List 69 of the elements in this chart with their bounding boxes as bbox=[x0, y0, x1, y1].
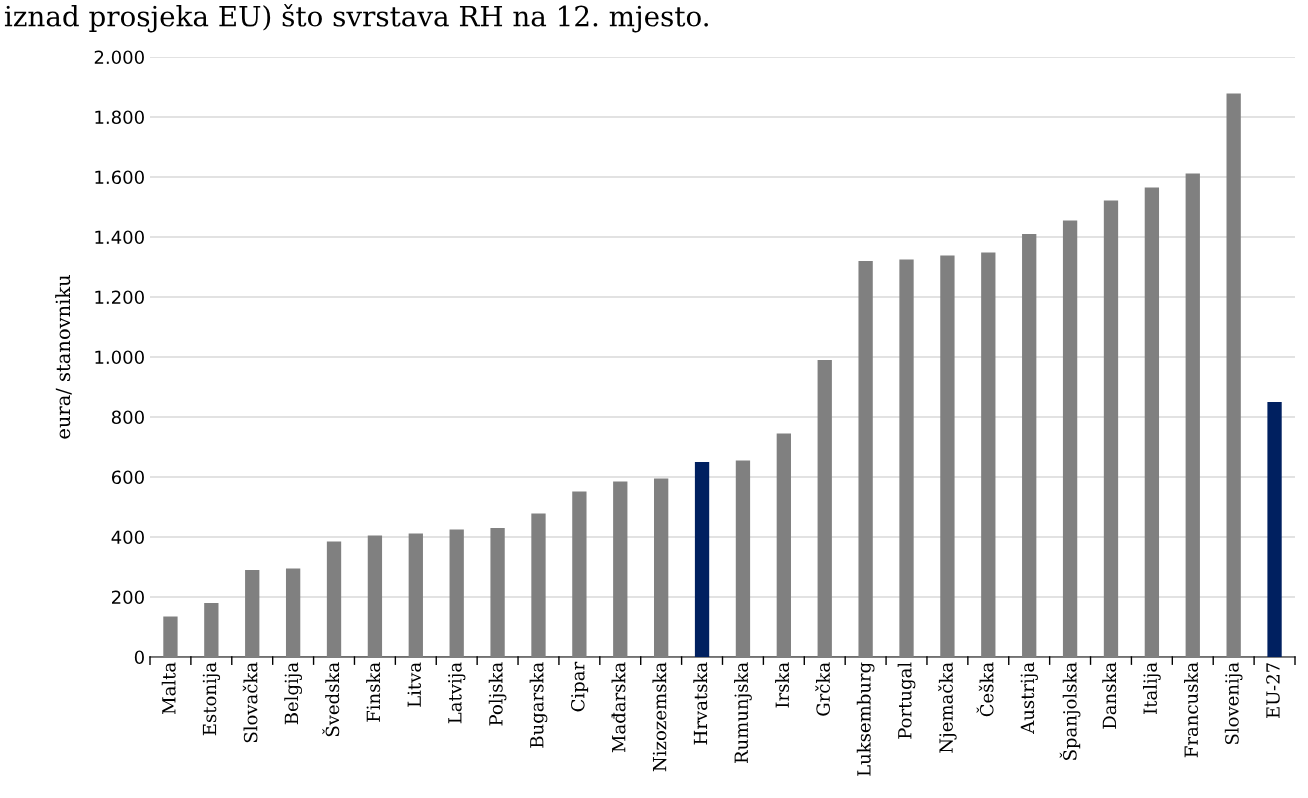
x-tick-label: Francuska bbox=[1184, 662, 1199, 758]
x-tick-label: Njemačka bbox=[938, 662, 957, 753]
x-tick-label: Portugal bbox=[897, 662, 916, 739]
bar bbox=[776, 433, 791, 657]
bar bbox=[1144, 187, 1160, 657]
bar bbox=[1226, 93, 1241, 657]
bar bbox=[981, 252, 996, 657]
y-tick-label: 1.000 bbox=[95, 350, 144, 365]
bar bbox=[1185, 173, 1200, 657]
bar bbox=[735, 460, 751, 657]
bar bbox=[613, 481, 628, 657]
bar bbox=[1103, 200, 1119, 657]
y-tick-label: 1.600 bbox=[95, 170, 144, 185]
bar bbox=[163, 616, 178, 657]
bar bbox=[449, 529, 464, 657]
y-tick-label: 200 bbox=[112, 590, 144, 605]
y-axis-title: eura/ stanovniku bbox=[55, 275, 72, 439]
bar bbox=[1022, 234, 1037, 657]
bar bbox=[408, 533, 423, 657]
x-tick-label: Slovačka bbox=[242, 662, 258, 743]
y-tick-label: 1.800 bbox=[95, 110, 144, 125]
bar bbox=[1267, 402, 1282, 657]
x-tick-label: Španjolska bbox=[1059, 662, 1081, 760]
bar bbox=[245, 570, 260, 657]
bar bbox=[204, 603, 219, 657]
x-tick-label: Belgija bbox=[284, 662, 302, 725]
bar bbox=[285, 568, 301, 657]
x-tick-label: Irska bbox=[775, 662, 790, 708]
x-tick-label: Mađarska bbox=[611, 662, 626, 753]
y-tick-label: 800 bbox=[111, 410, 144, 425]
text: iznad prosjeka EU) što svrstava RH na 12. mjesto. bbox=[4, 3, 708, 33]
bar bbox=[817, 360, 832, 657]
y-tick-label: 1.200 bbox=[95, 290, 144, 305]
x-tick-label: Bugarska bbox=[529, 662, 548, 748]
bar bbox=[531, 513, 546, 657]
bar bbox=[326, 541, 342, 657]
x-tick-label: Malta bbox=[161, 662, 176, 715]
y-tick-label: 400 bbox=[111, 530, 144, 545]
bar bbox=[940, 255, 955, 657]
x-tick-label: Cipar bbox=[570, 661, 589, 712]
bar bbox=[1062, 220, 1078, 657]
bar bbox=[858, 261, 873, 657]
x-tick-label: Danska bbox=[1102, 662, 1117, 729]
x-tick-label: Nizozemska bbox=[652, 662, 667, 772]
bar bbox=[899, 259, 914, 657]
x-tick-label: Švedska bbox=[322, 662, 340, 737]
x-tick-label: Slovenija bbox=[1224, 662, 1243, 745]
x-tick-label: Finska bbox=[366, 662, 381, 722]
x-tick-label: Hrvatska bbox=[693, 662, 708, 745]
bar bbox=[367, 535, 383, 657]
y-tick-label: 0 bbox=[134, 650, 144, 665]
x-tick-label: Luksemburg bbox=[856, 662, 875, 776]
bar bbox=[572, 491, 587, 657]
bar bbox=[654, 478, 669, 657]
x-tick-label: Austrija bbox=[1020, 662, 1038, 734]
y-tick-label: 600 bbox=[111, 470, 144, 485]
x-tick-label: Estonija bbox=[202, 662, 221, 736]
y-tick-label: 1.400 bbox=[95, 230, 144, 245]
x-tick-label: Poljska bbox=[488, 662, 507, 726]
x-tick-label: Češka bbox=[976, 662, 994, 717]
x-tick-label: EU-27 bbox=[1266, 663, 1280, 719]
x-tick-label: Latvija bbox=[448, 662, 466, 724]
x-tick-label: Litva bbox=[407, 662, 422, 707]
bar bbox=[694, 462, 710, 657]
bar bbox=[490, 528, 505, 657]
x-tick-label: Italija bbox=[1143, 662, 1161, 714]
x-tick-label: Rumunjska bbox=[734, 662, 752, 764]
x-tick-label: Grčka bbox=[815, 662, 830, 716]
y-tick-label: 2.000 bbox=[94, 50, 144, 65]
